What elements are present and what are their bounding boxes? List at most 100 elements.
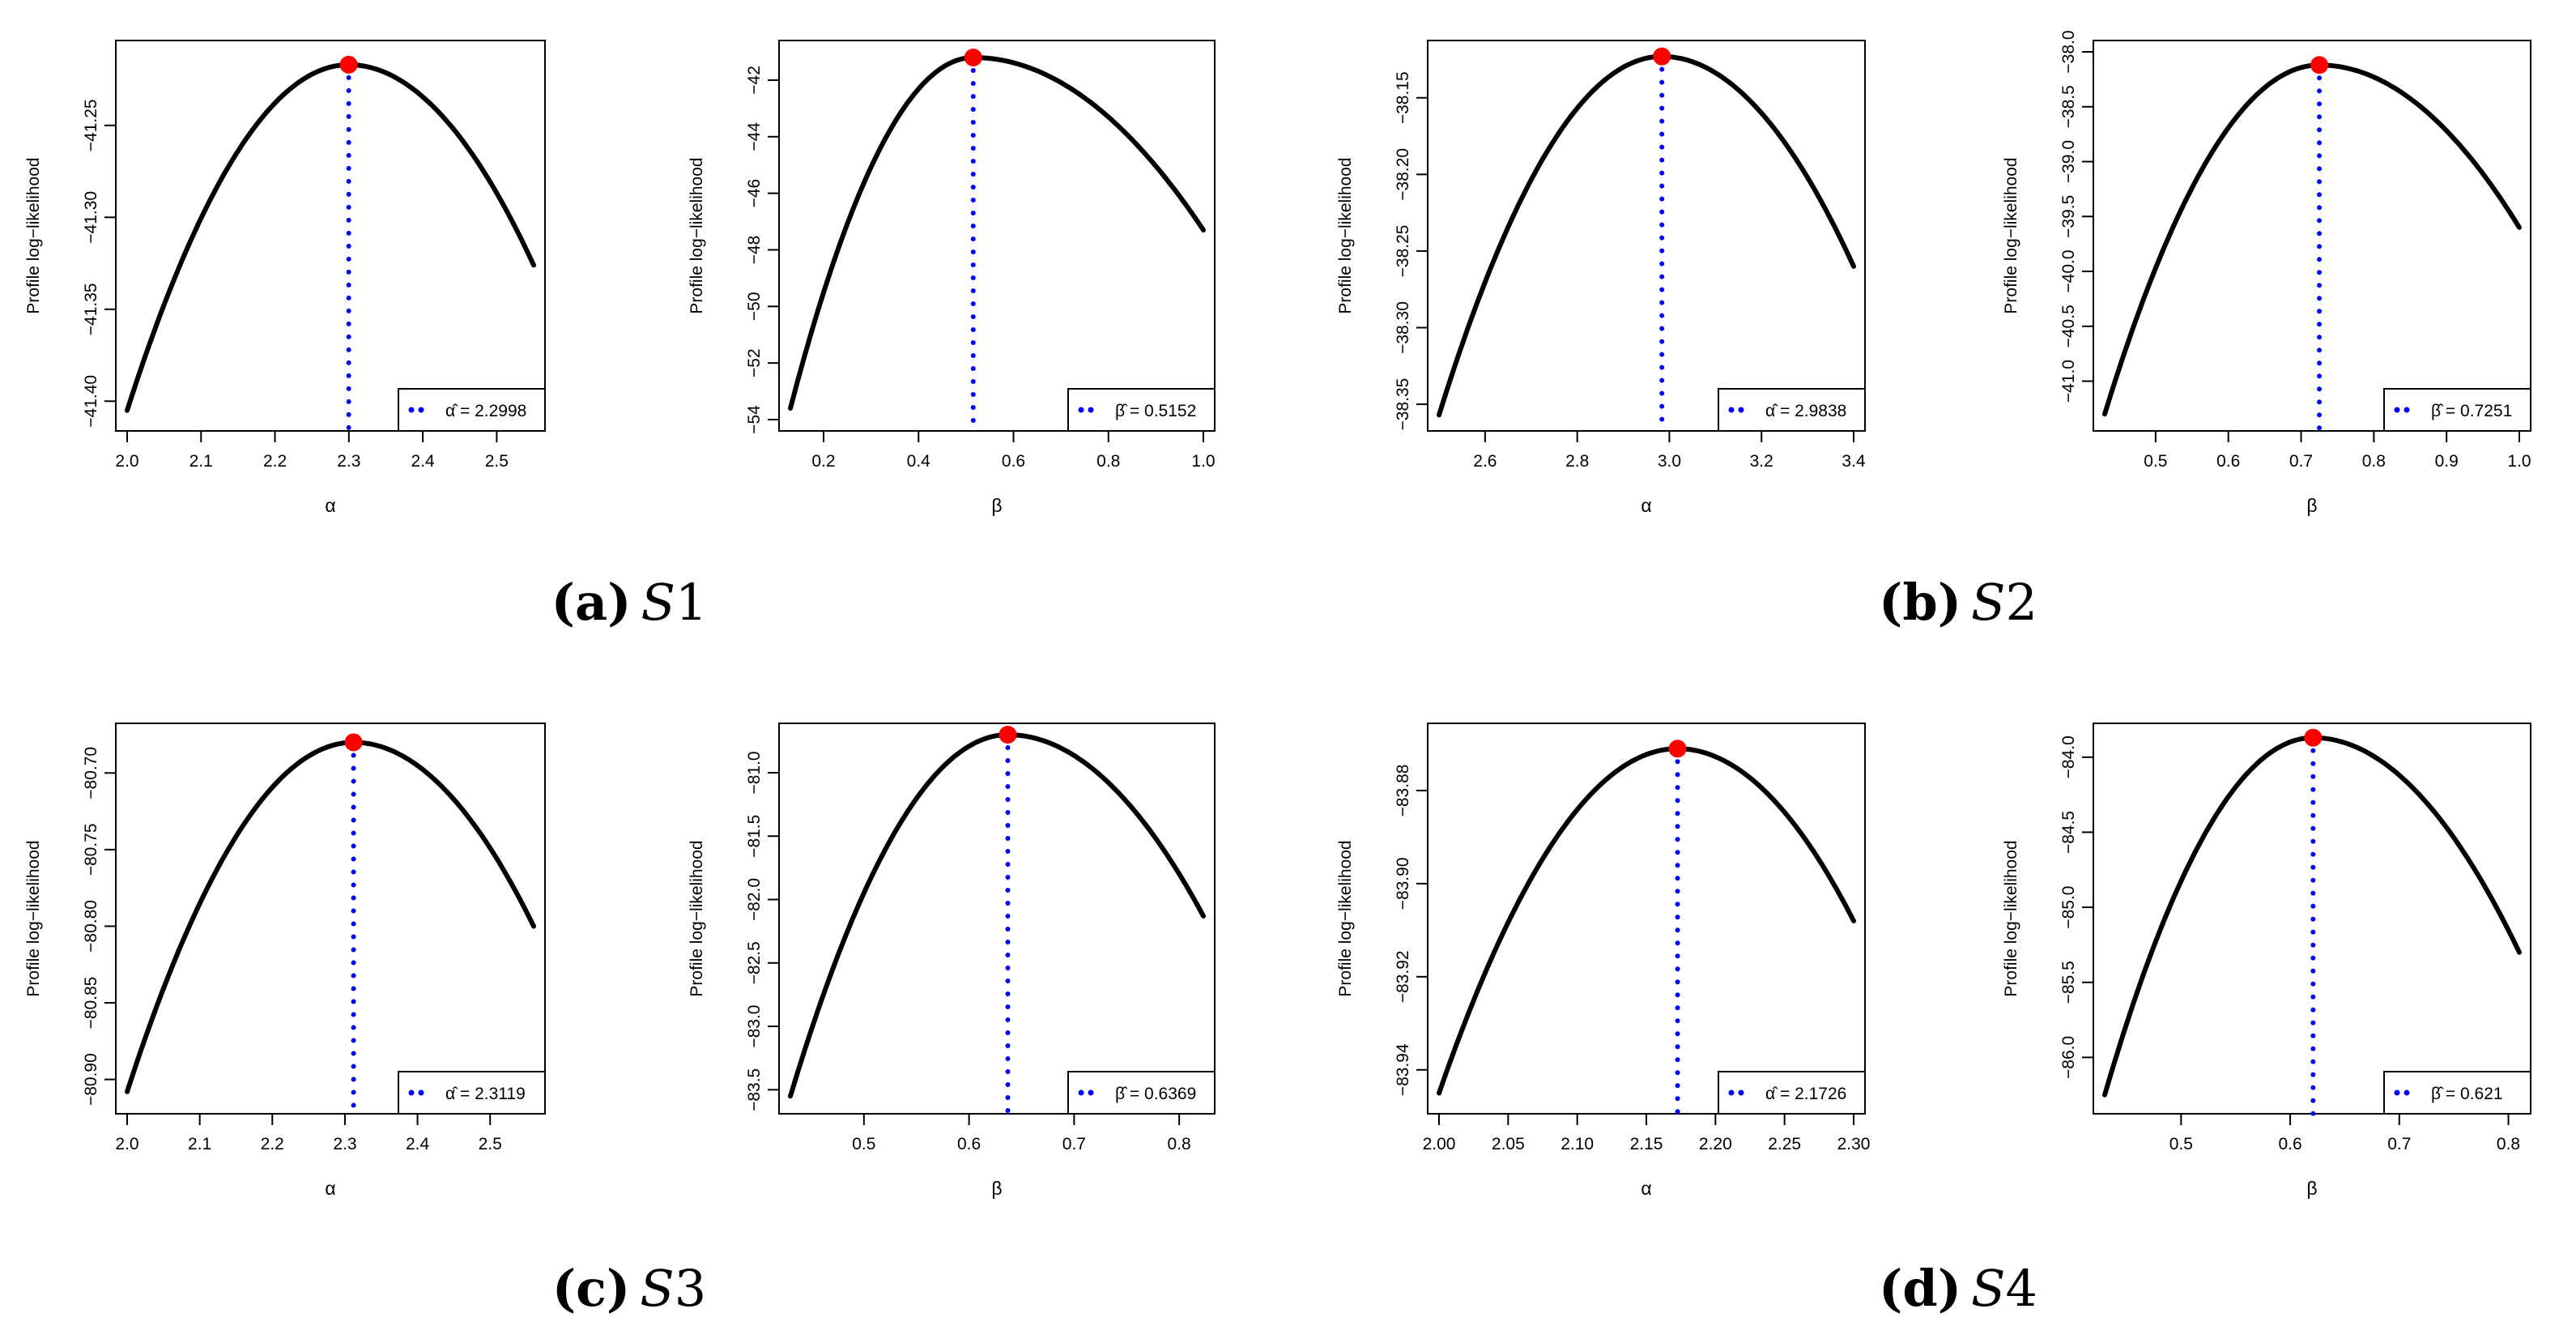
y-tick-label: −80.85 xyxy=(82,977,100,1030)
y-axis-label: Profile log−likelihood xyxy=(24,157,43,313)
chart-panel-4: 0.5 0.6 0.7 0.8 0.9 1.0 −41.0 −40.5 −40.0 −39.5 −3… xyxy=(2002,30,2531,516)
x-tick-label: 0.7 xyxy=(2289,452,2313,471)
legend-label: α̂ = 2.2998 xyxy=(445,402,526,420)
y-tick-label: −83.92 xyxy=(1394,950,1412,1003)
legend-box xyxy=(2383,1071,2531,1115)
y-tick-label: −82.0 xyxy=(745,878,764,921)
y-tick-label: −41.0 xyxy=(2059,360,2078,403)
mle-point xyxy=(344,733,363,752)
legend-label: β̂ = 0.5152 xyxy=(1115,402,1196,420)
x-tick-label: 2.1 xyxy=(189,452,213,471)
caption-4: (d) S4 xyxy=(1879,1259,2037,1318)
y-tick-label: −48 xyxy=(745,236,764,265)
x-tick-label: 0.5 xyxy=(2144,452,2167,471)
x-tick-label: 0.6 xyxy=(2216,452,2240,471)
x-tick-label: 0.8 xyxy=(1096,452,1120,471)
x-tick-label: 0.4 xyxy=(907,452,931,471)
plot-frame xyxy=(115,40,546,432)
x-tick-label: 0.7 xyxy=(2387,1135,2411,1153)
y-tick-label: −84.5 xyxy=(2059,811,2078,854)
x-tick-label: 2.5 xyxy=(485,452,509,471)
y-tick-label: −80.90 xyxy=(82,1053,100,1106)
x-tick-label: 2.6 xyxy=(1473,452,1497,471)
x-tick-label: 0.7 xyxy=(1062,1135,1086,1153)
caption-script-symbol: S xyxy=(1971,1259,2005,1318)
y-tick-label: −41.30 xyxy=(82,191,100,244)
y-tick-label: −46 xyxy=(745,179,764,208)
y-axis-label: Profile log−likelihood xyxy=(24,840,43,996)
y-axis-label: Profile log−likelihood xyxy=(1336,157,1355,313)
x-tick-label: 0.9 xyxy=(2435,452,2459,471)
x-tick-label: 0.6 xyxy=(2278,1135,2301,1153)
chart-panel-7: 2.00 2.05 2.10 2.15 2.20 2.25 2.30 −83.94 −83.92… xyxy=(1336,723,1870,1199)
y-tick-label: −52 xyxy=(745,348,764,377)
y-tick-label: −85.5 xyxy=(2059,961,2078,1004)
caption-letter: (b) xyxy=(1879,573,1961,632)
y-tick-label: −40.0 xyxy=(2059,249,2078,292)
legend-label: β̂ = 0.6369 xyxy=(1115,1085,1196,1103)
y-tick-label: −83.90 xyxy=(1394,857,1412,910)
y-tick-label: −44 xyxy=(745,122,764,151)
profile-likelihood-curve xyxy=(1437,53,1856,418)
caption-3: (c) S3 xyxy=(552,1259,706,1318)
mle-point xyxy=(1668,740,1687,758)
legend-box xyxy=(398,388,546,432)
y-axis-label: Profile log−likelihood xyxy=(2002,157,2020,313)
plot-frame xyxy=(2093,40,2531,432)
x-tick-label: 0.8 xyxy=(2497,1135,2520,1153)
mle-point xyxy=(964,48,982,66)
x-tick-label: 3.2 xyxy=(1750,452,1773,471)
x-tick-label: 2.2 xyxy=(263,452,287,471)
x-axis-label: α xyxy=(1641,495,1651,516)
y-axis-label: Profile log−likelihood xyxy=(1336,840,1355,996)
caption-number: 1 xyxy=(675,573,707,632)
mle-point xyxy=(339,55,358,74)
plot-frame xyxy=(1427,723,1866,1115)
x-tick-label: 0.5 xyxy=(852,1135,875,1153)
chart-panel-1: 2.0 2.1 2.2 2.3 2.4 2.5 −41.40 −41.35 −41.30 −41.… xyxy=(24,40,546,516)
profile-likelihood-curve xyxy=(125,740,536,1094)
y-tick-label: −39.5 xyxy=(2059,195,2078,238)
profile-likelihood-curve xyxy=(125,62,536,413)
x-axis-label: β xyxy=(2306,1178,2317,1199)
x-tick-label: 2.8 xyxy=(1565,452,1589,471)
x-tick-label: 2.15 xyxy=(1630,1135,1663,1153)
profile-likelihood-curve xyxy=(2102,62,2522,417)
plot-frame xyxy=(1427,40,1866,432)
mle-point xyxy=(2304,728,2323,747)
x-tick-label: 2.20 xyxy=(1699,1135,1732,1153)
y-tick-label: −83.0 xyxy=(745,1004,764,1047)
profile-likelihood-curve xyxy=(788,732,1206,1099)
y-tick-label: −83.94 xyxy=(1394,1043,1412,1096)
x-tick-label: 3.4 xyxy=(1842,452,1866,471)
mle-point xyxy=(2310,56,2329,75)
y-tick-label: −82.5 xyxy=(745,941,764,984)
y-tick-label: −86.0 xyxy=(2059,1036,2078,1079)
x-axis-label: β xyxy=(991,1178,1002,1199)
x-tick-label: 1.0 xyxy=(2507,452,2531,471)
x-tick-label: 0.2 xyxy=(811,452,835,471)
y-tick-label: −80.80 xyxy=(82,900,100,953)
y-tick-label: −54 xyxy=(745,405,764,434)
legend-label: β̂ = 0.7251 xyxy=(2431,402,2512,420)
y-tick-label: −40.5 xyxy=(2059,305,2078,347)
y-tick-label: −42 xyxy=(745,66,764,95)
caption-number: 2 xyxy=(2006,573,2037,632)
y-tick-label: −80.70 xyxy=(82,747,100,799)
y-tick-label: −85.0 xyxy=(2059,886,2078,929)
x-tick-label: 2.4 xyxy=(411,452,435,471)
x-tick-label: 2.25 xyxy=(1768,1135,1801,1153)
x-tick-label: 0.5 xyxy=(2169,1135,2193,1153)
legend-label: β̂ = 0.621 xyxy=(2431,1085,2503,1103)
x-tick-label: 2.30 xyxy=(1837,1135,1871,1153)
x-tick-label: 2.2 xyxy=(261,1135,284,1153)
x-tick-label: 2.3 xyxy=(333,1135,356,1153)
x-axis-label: α xyxy=(1641,1178,1651,1199)
y-tick-label: −38.25 xyxy=(1394,225,1412,278)
x-axis-label: α xyxy=(325,1178,335,1199)
chart-panel-2: 0.2 0.4 0.6 0.8 1.0 −54 −52 −50 −48 −46 −44 −42 β Pro… xyxy=(688,40,1216,516)
y-tick-label: −41.25 xyxy=(82,99,100,151)
chart-panel-8: 0.5 0.6 0.7 0.8 −86.0 −85.5 −85.0 −84.5 −84.0 β Pr… xyxy=(2002,723,2531,1199)
y-tick-label: −84.0 xyxy=(2059,735,2078,778)
